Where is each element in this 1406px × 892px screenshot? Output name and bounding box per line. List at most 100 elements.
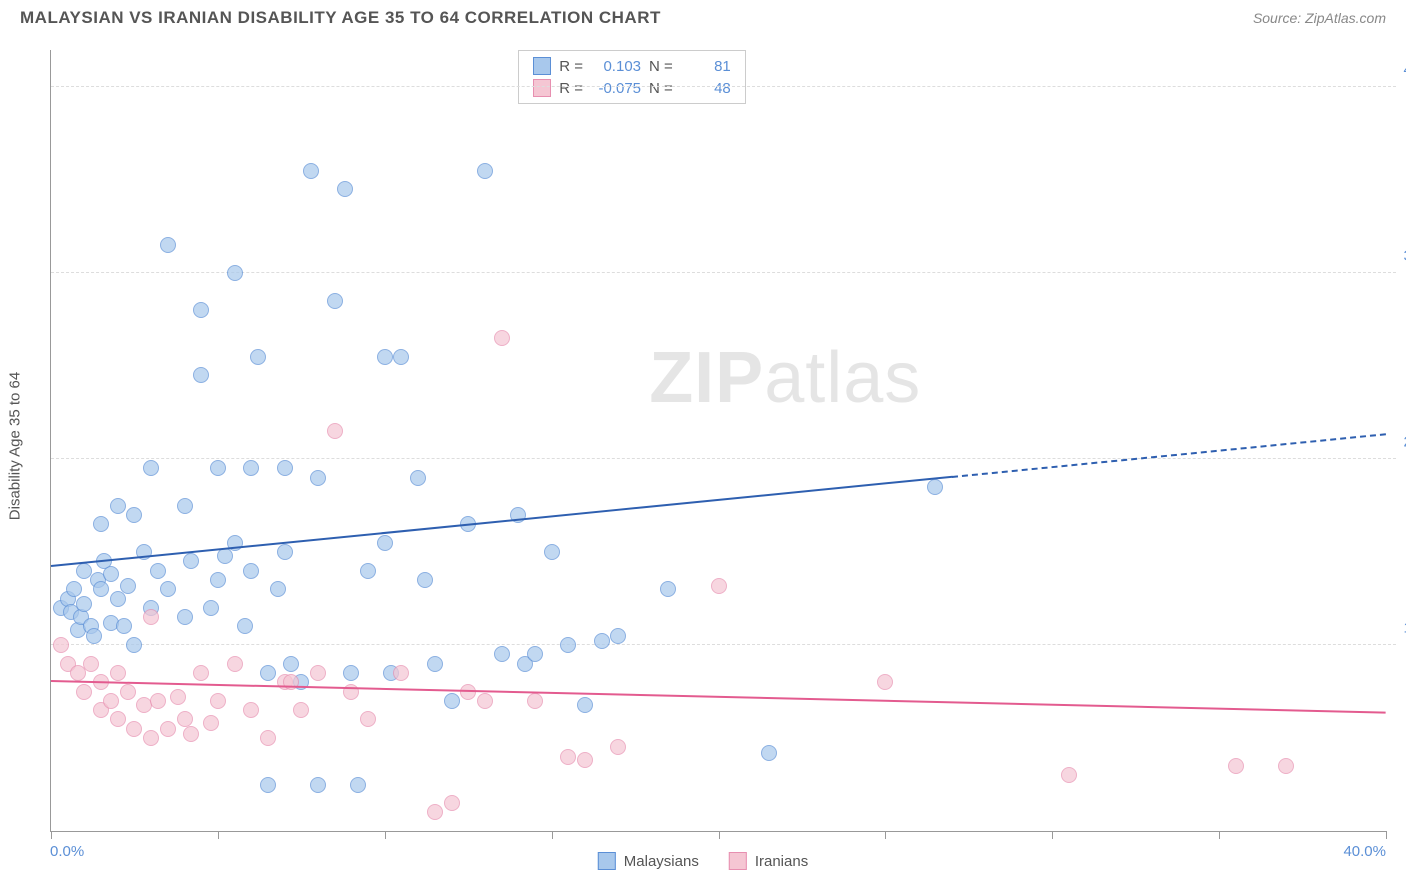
data-point xyxy=(177,498,193,514)
trend-line-dashed xyxy=(952,433,1386,478)
x-axis-min-label: 0.0% xyxy=(50,843,84,860)
data-point xyxy=(337,181,353,197)
data-point xyxy=(250,349,266,365)
data-point xyxy=(126,637,142,653)
data-point xyxy=(227,265,243,281)
data-point xyxy=(927,479,943,495)
data-point xyxy=(103,566,119,582)
data-point xyxy=(93,516,109,532)
legend-item-malaysians: Malaysians xyxy=(598,852,699,870)
data-point xyxy=(494,646,510,662)
data-point xyxy=(343,684,359,700)
legend-item-iranians: Iranians xyxy=(729,852,808,870)
data-point xyxy=(544,544,560,560)
data-point xyxy=(110,498,126,514)
data-point xyxy=(143,730,159,746)
data-point xyxy=(393,665,409,681)
correlation-row-malaysians: R = 0.103 N = 81 xyxy=(533,55,731,77)
data-point xyxy=(237,618,253,634)
data-point xyxy=(560,637,576,653)
data-point xyxy=(427,804,443,820)
series-legend: Malaysians Iranians xyxy=(598,852,808,870)
gridline xyxy=(51,458,1396,459)
x-tick xyxy=(1052,831,1053,839)
data-point xyxy=(410,470,426,486)
data-point xyxy=(393,349,409,365)
data-point xyxy=(377,349,393,365)
data-point xyxy=(1278,758,1294,774)
data-point xyxy=(277,460,293,476)
data-point xyxy=(83,656,99,672)
data-point xyxy=(310,777,326,793)
chart-title: MALAYSIAN VS IRANIAN DISABILITY AGE 35 T… xyxy=(20,8,661,28)
data-point xyxy=(303,163,319,179)
data-point xyxy=(183,726,199,742)
data-point xyxy=(143,460,159,476)
data-point xyxy=(110,591,126,607)
data-point xyxy=(177,711,193,727)
data-point xyxy=(494,330,510,346)
trend-line xyxy=(51,476,952,567)
data-point xyxy=(527,646,543,662)
data-point xyxy=(160,237,176,253)
data-point xyxy=(310,665,326,681)
data-point xyxy=(53,637,69,653)
x-tick xyxy=(552,831,553,839)
data-point xyxy=(160,721,176,737)
correlation-row-iranians: R = -0.075 N = 48 xyxy=(533,77,731,99)
data-point xyxy=(761,745,777,761)
data-point xyxy=(343,665,359,681)
data-point xyxy=(110,665,126,681)
data-point xyxy=(477,163,493,179)
data-point xyxy=(260,777,276,793)
y-axis-label: Disability Age 35 to 64 xyxy=(7,372,24,520)
data-point xyxy=(560,749,576,765)
data-point xyxy=(427,656,443,672)
data-point xyxy=(210,693,226,709)
data-point xyxy=(126,507,142,523)
x-tick xyxy=(885,831,886,839)
scatter-chart: ZIPatlas R = 0.103 N = 81 R = -0.075 N =… xyxy=(50,50,1386,832)
x-tick xyxy=(1386,831,1387,839)
x-tick xyxy=(1219,831,1220,839)
data-point xyxy=(277,544,293,560)
data-point xyxy=(66,581,82,597)
gridline xyxy=(51,86,1396,87)
data-point xyxy=(243,563,259,579)
data-point xyxy=(477,693,493,709)
data-point xyxy=(170,689,186,705)
data-point xyxy=(103,693,119,709)
data-point xyxy=(660,581,676,597)
data-point xyxy=(203,715,219,731)
swatch-iranians xyxy=(533,79,551,97)
data-point xyxy=(193,367,209,383)
data-point xyxy=(1228,758,1244,774)
data-point xyxy=(76,684,92,700)
data-point xyxy=(177,609,193,625)
x-tick xyxy=(719,831,720,839)
data-point xyxy=(283,656,299,672)
x-tick xyxy=(385,831,386,839)
data-point xyxy=(243,460,259,476)
data-point xyxy=(1061,767,1077,783)
data-point xyxy=(86,628,102,644)
data-point xyxy=(377,535,393,551)
legend-swatch-iranians xyxy=(729,852,747,870)
x-tick xyxy=(51,831,52,839)
data-point xyxy=(360,563,376,579)
data-point xyxy=(243,702,259,718)
data-point xyxy=(444,693,460,709)
data-point xyxy=(193,302,209,318)
legend-swatch-malaysians xyxy=(598,852,616,870)
data-point xyxy=(120,684,136,700)
data-point xyxy=(360,711,376,727)
data-point xyxy=(160,581,176,597)
data-point xyxy=(76,596,92,612)
correlation-legend: R = 0.103 N = 81 R = -0.075 N = 48 xyxy=(518,50,746,104)
data-point xyxy=(203,600,219,616)
data-point xyxy=(126,721,142,737)
swatch-malaysians xyxy=(533,57,551,75)
data-point xyxy=(110,711,126,727)
data-point xyxy=(210,460,226,476)
gridline xyxy=(51,272,1396,273)
